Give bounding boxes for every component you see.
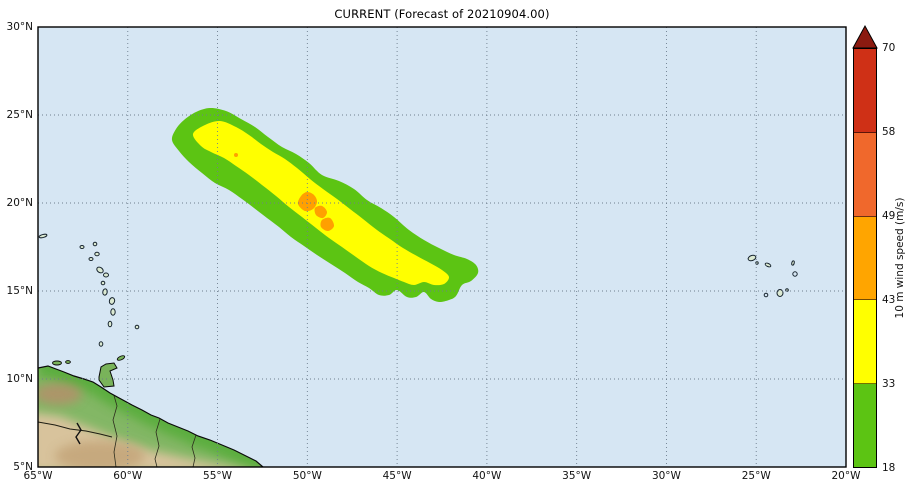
highland-brown-patch	[55, 441, 145, 467]
page-title: CURRENT (Forecast of 20210904.00)	[334, 7, 550, 21]
island	[110, 308, 116, 316]
colorbar-segment	[854, 216, 876, 301]
island	[88, 257, 94, 261]
colorbar-tick-49: 49	[882, 209, 896, 222]
colorbar-segment	[854, 384, 876, 467]
trinidad-island	[98, 362, 118, 388]
wind-band-33-43	[192, 120, 450, 286]
highland-brown-patch	[38, 383, 82, 405]
wind-band-patch	[297, 191, 318, 212]
island	[94, 251, 100, 257]
lon-tick-65W: 65°W	[23, 470, 53, 482]
island	[791, 260, 795, 266]
colorbar-tick-18: 18	[882, 461, 896, 474]
lat-tick-5N: 5°N	[13, 460, 33, 473]
lat-tick-15N: 15°N	[6, 284, 33, 297]
colorbar-segment	[854, 49, 876, 133]
island	[108, 297, 116, 305]
colorbar-segment	[854, 132, 876, 217]
country-border	[191, 434, 197, 467]
graticule-gridlines	[38, 27, 846, 467]
lon-tick-30W: 30°W	[651, 470, 681, 482]
ocean-background	[38, 27, 846, 467]
island	[92, 241, 98, 247]
island	[763, 292, 769, 298]
lon-tick-45W: 45°W	[382, 470, 412, 482]
lon-tick-55W: 55°W	[203, 470, 233, 482]
river	[75, 422, 82, 445]
wind-band-dot	[234, 153, 238, 157]
cape-verde-islands	[747, 254, 798, 298]
lon-tick-50W: 50°W	[292, 470, 322, 482]
island	[79, 245, 85, 249]
island	[102, 288, 108, 296]
island	[107, 320, 113, 328]
colorbar-tick-58: 58	[882, 125, 896, 138]
island	[134, 324, 140, 330]
wind-swath-layer	[171, 107, 479, 303]
wind-band-patch	[320, 217, 335, 232]
lat-tick-30N: 30°N	[6, 20, 33, 33]
colorbar-tick-43: 43	[882, 293, 896, 306]
colorbar-arrow-shape	[852, 24, 878, 49]
coastal-island	[65, 360, 71, 364]
colorbar-segment	[854, 300, 876, 385]
plot-frame	[37, 26, 847, 468]
wind-band-patch	[314, 205, 328, 219]
lat-tick-10N: 10°N	[6, 372, 33, 385]
island	[100, 280, 106, 286]
country-border	[154, 418, 161, 467]
coastline	[38, 365, 264, 467]
island	[98, 341, 104, 347]
island	[96, 266, 104, 274]
lon-tick-35W: 35°W	[562, 470, 592, 482]
country-border	[38, 421, 113, 438]
lat-tick-25N: 25°N	[6, 108, 33, 121]
island	[764, 262, 772, 268]
colorbar-tick-33: 33	[882, 377, 896, 390]
island	[747, 254, 757, 262]
tobago-island	[116, 355, 126, 361]
margarita-island	[52, 360, 62, 366]
colorbar-tick-70: 70	[882, 41, 896, 54]
lesser-antilles-islands	[38, 233, 140, 347]
island	[792, 271, 798, 277]
country-border	[112, 391, 118, 467]
colorbar-over-arrow	[852, 24, 878, 49]
colorbar-axis-label: 10 m wind speed (m/s)	[894, 197, 906, 319]
lon-tick-60W: 60°W	[113, 470, 143, 482]
lat-tick-20N: 20°N	[6, 196, 33, 209]
lon-tick-40W: 40°W	[472, 470, 502, 482]
island	[38, 233, 48, 239]
south-america-landmass	[38, 355, 264, 467]
lon-tick-25W: 25°W	[741, 470, 771, 482]
lon-tick-20W: 20°W	[831, 470, 861, 482]
colorbar	[853, 48, 877, 468]
island	[103, 272, 109, 278]
